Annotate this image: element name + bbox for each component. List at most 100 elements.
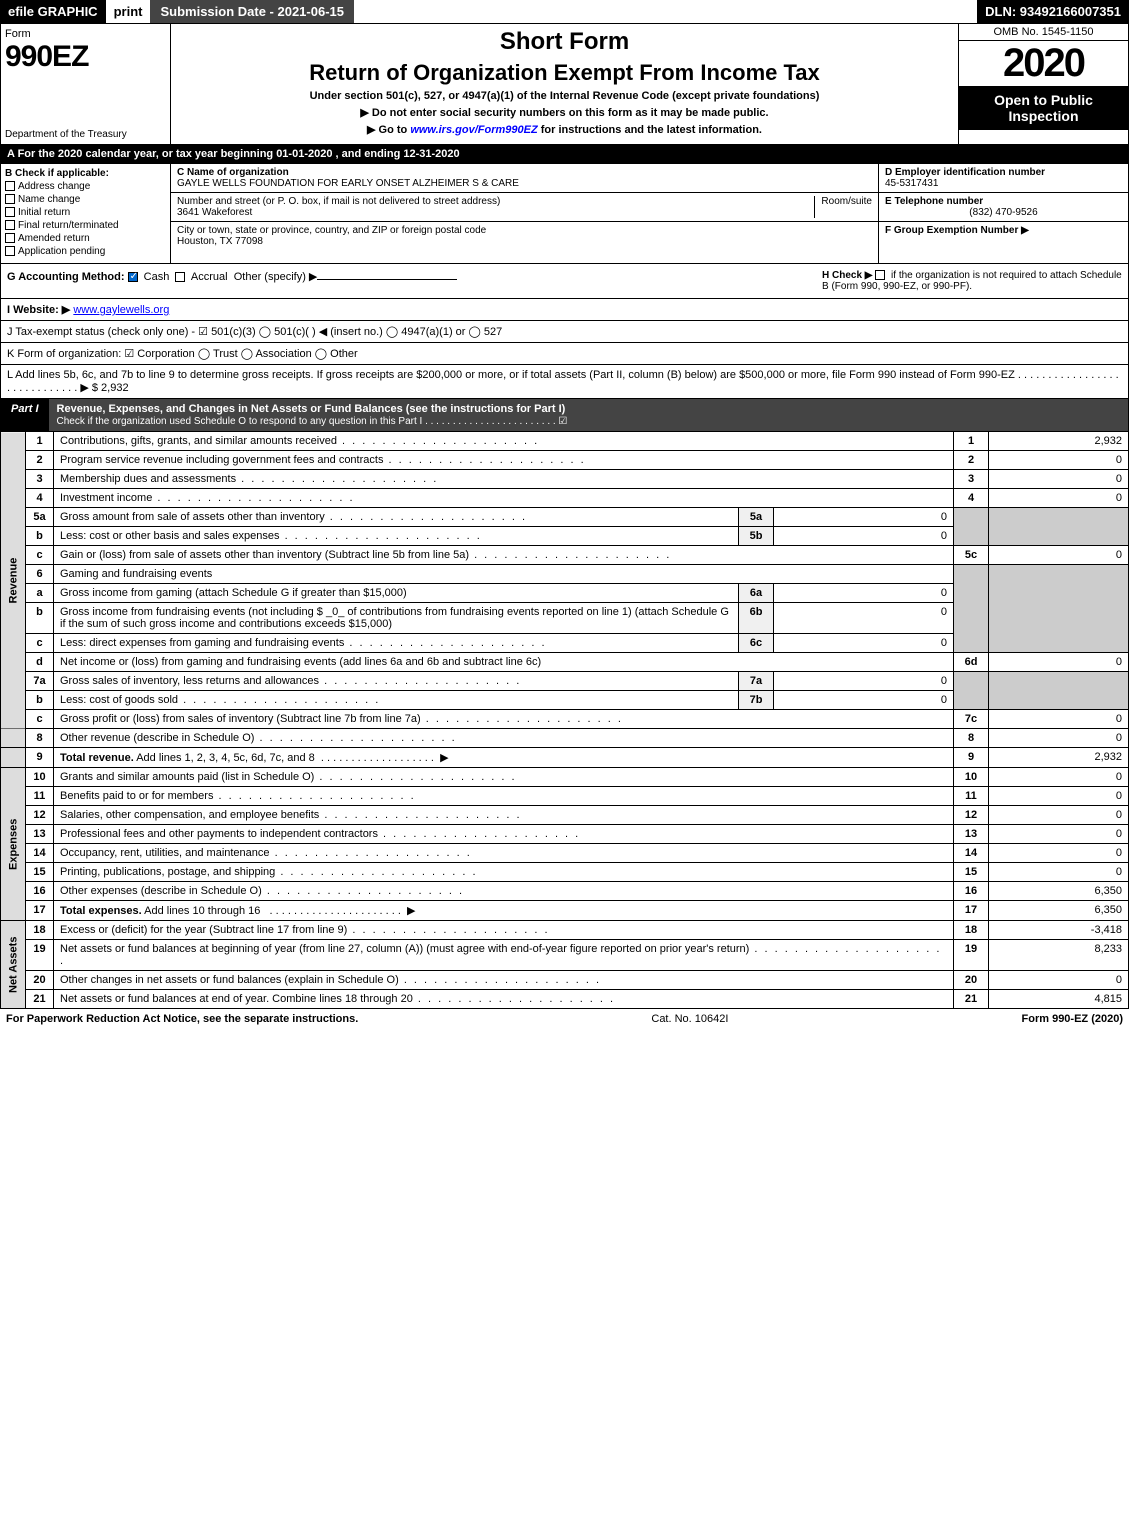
chk-initial-return[interactable]: [5, 207, 15, 217]
chk-cash[interactable]: [128, 272, 138, 282]
print-link[interactable]: print: [106, 0, 151, 23]
side-rev-end2: [1, 748, 26, 768]
l13-ln: 13: [954, 825, 989, 844]
l21-d: Net assets or fund balances at end of ye…: [54, 990, 954, 1009]
efile-label: efile GRAPHIC: [0, 0, 106, 23]
l16-d: Other expenses (describe in Schedule O): [54, 882, 954, 901]
l14-n: 14: [26, 844, 54, 863]
side-expenses: Expenses: [1, 768, 26, 921]
l15-n: 15: [26, 863, 54, 882]
l2-v: 0: [989, 451, 1129, 470]
chk-amended-return[interactable]: [5, 233, 15, 243]
l4-d: Investment income: [54, 489, 954, 508]
l17-n: 17: [26, 901, 54, 921]
l20-d: Other changes in net assets or fund bala…: [54, 971, 954, 990]
org-name: GAYLE WELLS FOUNDATION FOR EARLY ONSET A…: [177, 178, 519, 189]
l8-v: 0: [989, 729, 1129, 748]
l6b-sv: 0: [774, 603, 954, 634]
l16-ln: 16: [954, 882, 989, 901]
l5c-d: Gain or (loss) from sale of assets other…: [54, 546, 954, 565]
l19-d: Net assets or fund balances at beginning…: [54, 940, 954, 971]
l12-n: 12: [26, 806, 54, 825]
l11-v: 0: [989, 787, 1129, 806]
l12-ln: 12: [954, 806, 989, 825]
l7c-d: Gross profit or (loss) from sales of inv…: [54, 710, 954, 729]
l3-n: 3: [26, 470, 54, 489]
row-k: K Form of organization: ☑ Corporation ◯ …: [0, 343, 1129, 365]
l20-v: 0: [989, 971, 1129, 990]
l18-n: 18: [26, 921, 54, 940]
side-netassets: Net Assets: [1, 921, 26, 1009]
l18-ln: 18: [954, 921, 989, 940]
l6c-sn: 6c: [739, 634, 774, 653]
website-link[interactable]: www.gaylewells.org: [73, 304, 169, 316]
chk-final-return[interactable]: [5, 220, 15, 230]
top-bar: efile GRAPHIC print Submission Date - 20…: [0, 0, 1129, 24]
subtitle-1: Under section 501(c), 527, or 4947(a)(1)…: [175, 90, 954, 102]
l6d-d: Net income or (loss) from gaming and fun…: [54, 653, 954, 672]
b-check-label: B Check if applicable:: [5, 168, 166, 179]
l9-d: Total revenue. Add lines 1, 2, 3, 4, 5c,…: [54, 748, 954, 768]
l6c-d: Less: direct expenses from gaming and fu…: [54, 634, 739, 653]
org-address: 3641 Wakeforest: [177, 207, 500, 218]
l5c-n: c: [26, 546, 54, 565]
l5b-sn: 5b: [739, 527, 774, 546]
l5a-d: Gross amount from sale of assets other t…: [54, 508, 739, 527]
opt-amended: Amended return: [18, 233, 90, 244]
chk-address-change[interactable]: [5, 181, 15, 191]
subtitle-3: ▶ Go to www.irs.gov/Form990EZ for instru…: [175, 123, 954, 136]
l16-v: 6,350: [989, 882, 1129, 901]
l6c-sv: 0: [774, 634, 954, 653]
g-other-input[interactable]: [317, 279, 457, 280]
short-form-title: Short Form: [175, 28, 954, 56]
col-b-checkboxes: B Check if applicable: Address change Na…: [1, 164, 171, 263]
footer-cat: Cat. No. 10642I: [651, 1013, 728, 1025]
l21-ln: 21: [954, 990, 989, 1009]
room-label: Room/suite: [814, 196, 872, 218]
page-footer: For Paperwork Reduction Act Notice, see …: [0, 1009, 1129, 1029]
org-city: Houston, TX 77098: [177, 236, 486, 247]
l3-ln: 3: [954, 470, 989, 489]
g-label: G Accounting Method:: [7, 271, 125, 283]
header-left: Form 990EZ Department of the Treasury: [1, 24, 171, 144]
l15-v: 0: [989, 863, 1129, 882]
l15-ln: 15: [954, 863, 989, 882]
form-header: Form 990EZ Department of the Treasury Sh…: [0, 24, 1129, 145]
l7b-sn: 7b: [739, 691, 774, 710]
form-number: 990EZ: [5, 40, 166, 74]
c-label: C Name of organization: [177, 167, 513, 178]
row-j: J Tax-exempt status (check only one) - ☑…: [0, 321, 1129, 343]
phone-value: (832) 470-9526: [885, 207, 1122, 218]
part1-tag: Part I: [1, 399, 49, 431]
irs-link[interactable]: www.irs.gov/Form990EZ: [410, 124, 537, 136]
l5a-n: 5a: [26, 508, 54, 527]
l1-d: Contributions, gifts, grants, and simila…: [54, 432, 954, 451]
l12-v: 0: [989, 806, 1129, 825]
l21-n: 21: [26, 990, 54, 1009]
l2-n: 2: [26, 451, 54, 470]
l20-n: 20: [26, 971, 54, 990]
l6d-n: d: [26, 653, 54, 672]
l10-ln: 10: [954, 768, 989, 787]
h-label: H Check ▶: [822, 270, 875, 281]
chk-h[interactable]: [875, 270, 885, 280]
l6c-n: c: [26, 634, 54, 653]
l1-v: 2,932: [989, 432, 1129, 451]
chk-application-pending[interactable]: [5, 246, 15, 256]
l7a-sv: 0: [774, 672, 954, 691]
l7a-d: Gross sales of inventory, less returns a…: [54, 672, 739, 691]
l7b-d: Less: cost of goods sold: [54, 691, 739, 710]
side-rev-end: [1, 729, 26, 748]
chk-accrual[interactable]: [175, 272, 185, 282]
chk-name-change[interactable]: [5, 194, 15, 204]
l11-n: 11: [26, 787, 54, 806]
l14-d: Occupancy, rent, utilities, and maintena…: [54, 844, 954, 863]
l19-v: 8,233: [989, 940, 1129, 971]
return-title: Return of Organization Exempt From Incom…: [175, 60, 954, 86]
part1-check: Check if the organization used Schedule …: [57, 416, 568, 427]
l6a-d: Gross income from gaming (attach Schedul…: [54, 584, 739, 603]
l17-v: 6,350: [989, 901, 1129, 921]
row-gh: G Accounting Method: Cash Accrual Other …: [0, 264, 1129, 299]
l4-ln: 4: [954, 489, 989, 508]
section-b: B Check if applicable: Address change Na…: [0, 164, 1129, 264]
